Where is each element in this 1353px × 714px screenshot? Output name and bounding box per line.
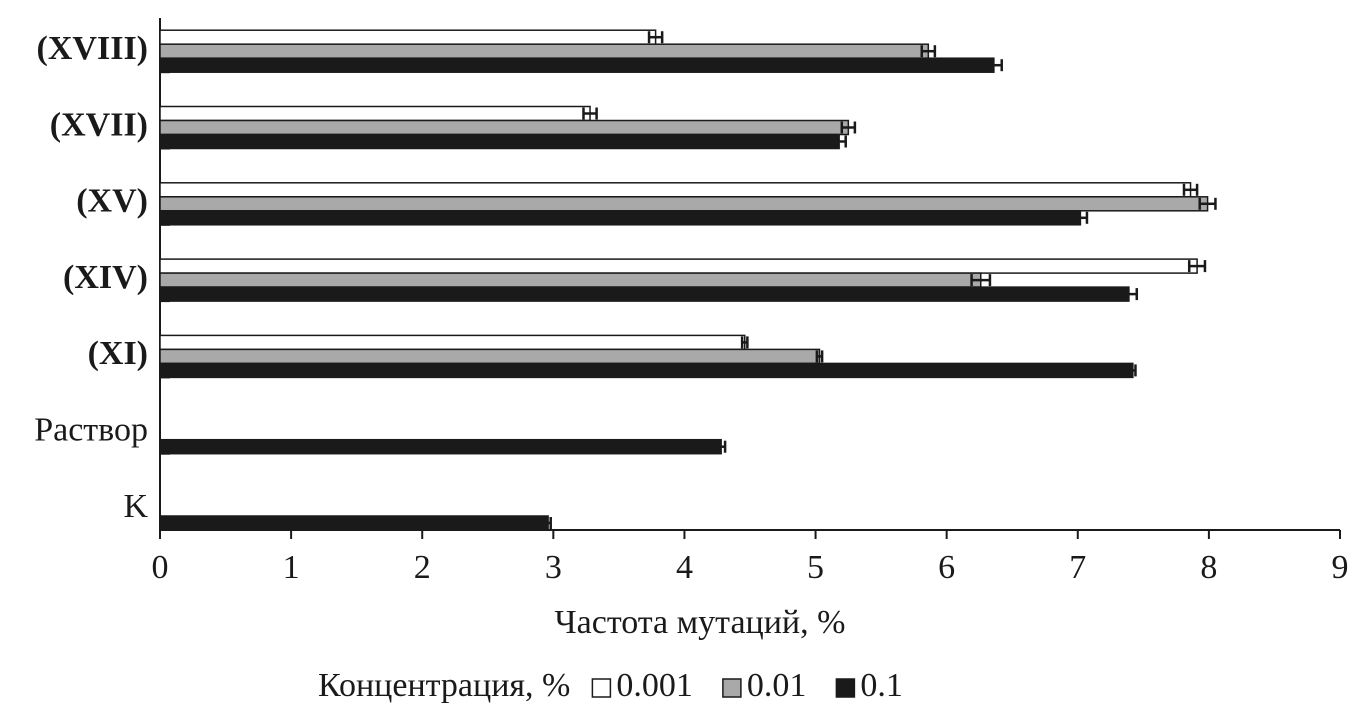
error-bar — [1187, 260, 1207, 273]
error-bar — [647, 31, 664, 44]
legend-swatch — [591, 678, 612, 698]
x-tick-label: 0 — [152, 549, 169, 586]
x-tick-label: 3 — [545, 549, 562, 586]
legend-title: Концентрация, % — [318, 667, 570, 704]
bar — [159, 515, 549, 531]
bar — [159, 348, 821, 365]
error-bar — [582, 107, 598, 120]
bar — [159, 57, 995, 73]
error-bar — [970, 274, 992, 287]
bar — [159, 133, 840, 150]
x-tick-label: 2 — [414, 549, 431, 586]
x-tick-label: 5 — [807, 549, 824, 586]
y-tick-label: (XV) — [76, 183, 148, 220]
y-tick-label: (XIV) — [63, 259, 148, 296]
error-bar — [1182, 183, 1199, 196]
x-tick-label: 1 — [283, 549, 300, 586]
x-tick-label: 4 — [676, 549, 693, 586]
bar — [159, 438, 722, 455]
x-tick-label: 9 — [1332, 549, 1349, 586]
bar — [159, 210, 1082, 226]
error-bar — [840, 121, 857, 134]
bar — [159, 29, 657, 45]
bar — [159, 286, 1130, 302]
bar — [159, 43, 930, 59]
legend-label: 0.1 — [860, 667, 903, 704]
error-bar — [1128, 364, 1137, 377]
bar — [159, 105, 591, 122]
bar — [159, 334, 746, 351]
bar — [159, 182, 1192, 198]
legend-label: 0.001 — [616, 667, 693, 704]
x-tick-label: 8 — [1200, 549, 1217, 586]
error-bar — [715, 440, 727, 453]
y-tick-label: (XVIII) — [37, 30, 148, 67]
y-tick-label: Раствор — [34, 411, 148, 448]
x-axis-label: Частота мутаций, % — [555, 604, 846, 641]
error-bar — [831, 135, 847, 148]
legend-swatch — [835, 678, 856, 698]
error-bar — [740, 336, 749, 349]
x-tick-label: 6 — [938, 549, 955, 586]
y-tick-label: (XI) — [88, 335, 148, 372]
error-bar — [1072, 211, 1089, 224]
error-bar — [920, 45, 937, 58]
error-bar — [984, 59, 1003, 72]
error-bar — [1198, 197, 1217, 210]
error-bar — [544, 517, 552, 529]
x-tick-label: 7 — [1069, 549, 1086, 586]
bar — [159, 258, 1198, 274]
error-bar — [1119, 288, 1139, 301]
bar — [159, 272, 982, 288]
bar — [159, 196, 1209, 212]
y-tick-label: K — [123, 488, 148, 525]
error-bar — [815, 350, 824, 363]
bar — [159, 362, 1134, 379]
legend-swatch — [722, 678, 742, 698]
bar — [159, 119, 850, 136]
legend-label: 0.01 — [747, 667, 807, 704]
y-tick-label: (XVII) — [50, 106, 148, 143]
